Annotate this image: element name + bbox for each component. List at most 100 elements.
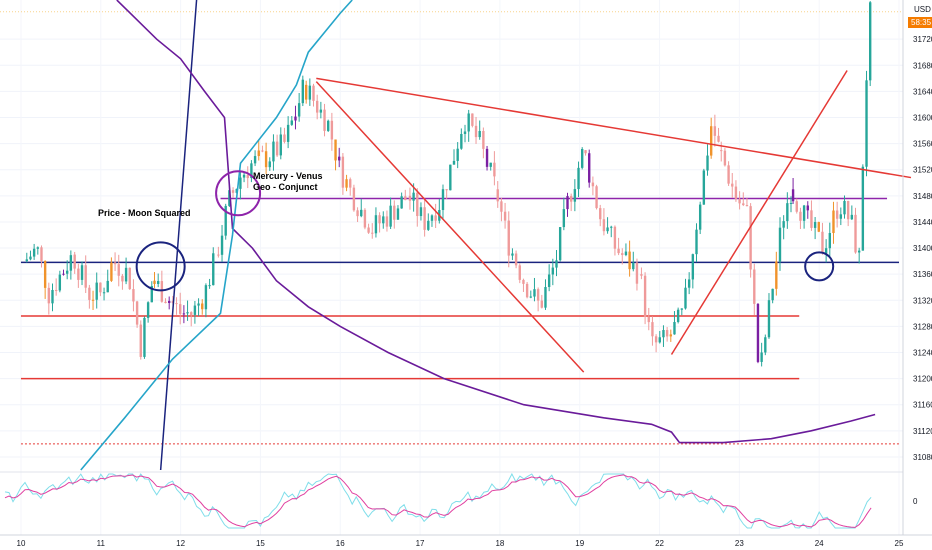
- time-tick-label: 23: [735, 539, 744, 548]
- candle-body: [360, 209, 363, 217]
- candle-body: [782, 221, 785, 228]
- candle-body: [150, 286, 153, 303]
- price-tick-label: 31400: [913, 244, 932, 253]
- candle-body: [356, 210, 359, 217]
- candle-body: [208, 285, 211, 287]
- candle-body: [186, 312, 189, 314]
- candle-body: [547, 274, 551, 288]
- candle-body: [91, 299, 95, 301]
- candle-body: [606, 227, 609, 232]
- time-tick-label: 17: [416, 539, 425, 548]
- candle-body: [544, 287, 547, 308]
- candle-body: [720, 150, 723, 152]
- candle-body: [643, 275, 647, 317]
- candle-body: [463, 131, 467, 134]
- candle-body: [124, 267, 128, 282]
- candle-body: [478, 130, 481, 138]
- candle-body: [536, 289, 540, 301]
- candle-body: [404, 196, 407, 201]
- candle-body: [132, 289, 135, 302]
- candle-body: [551, 267, 555, 275]
- candle-body: [95, 282, 98, 300]
- candle-body: [246, 174, 249, 179]
- price-axis: 31720 31680 31640 31600 31560 31520 31480 31440…: [902, 0, 932, 535]
- candle-body: [555, 260, 558, 268]
- candle-body: [584, 150, 587, 154]
- candle-body: [312, 85, 315, 101]
- candle-body: [110, 262, 113, 281]
- candle-body: [591, 182, 595, 187]
- price-tick-label: 31360: [913, 270, 932, 279]
- candle-body: [319, 109, 323, 113]
- candle-body: [25, 259, 28, 262]
- candle-body: [231, 190, 235, 193]
- candle-body: [452, 160, 456, 165]
- candle-body: [228, 190, 231, 206]
- candle-body: [128, 267, 131, 290]
- candle-body: [828, 233, 831, 249]
- candle-body: [813, 222, 817, 228]
- price-moon-circle: [135, 241, 186, 292]
- descending-resistance: [316, 77, 912, 179]
- price-tick-label: 31320: [913, 296, 932, 305]
- candle-body: [121, 275, 124, 282]
- candle-body: [153, 280, 156, 284]
- candle-body: [40, 247, 43, 261]
- candle-body: [467, 113, 470, 132]
- candle-body: [412, 192, 415, 201]
- candle-body: [861, 166, 865, 251]
- candle-body: [602, 219, 606, 232]
- time-tick-label: 22: [655, 539, 664, 548]
- candle-body: [511, 253, 514, 256]
- candle-body: [408, 195, 412, 201]
- candle-body: [680, 308, 684, 310]
- candle-body: [29, 256, 32, 260]
- cyan-curve: [80, 0, 353, 471]
- candle-body: [832, 210, 835, 234]
- candle-body: [239, 177, 242, 189]
- candle-body: [713, 126, 717, 136]
- candle-body: [474, 125, 478, 138]
- candle-body: [102, 292, 106, 294]
- candle-body: [654, 336, 658, 343]
- candle-body: [573, 189, 577, 202]
- candle-body: [824, 248, 828, 254]
- candle-body: [168, 300, 171, 304]
- candle-body: [588, 153, 591, 183]
- candle-body: [117, 264, 120, 276]
- candle-body: [279, 134, 282, 156]
- candle-body: [489, 162, 492, 167]
- candle-body: [525, 283, 529, 298]
- candle-body: [795, 201, 798, 212]
- mercury-venus-circle: [215, 170, 262, 217]
- candle-body: [73, 254, 76, 269]
- price-tick-label: 31120: [913, 427, 932, 436]
- candle-body: [220, 235, 224, 255]
- candle-body: [562, 209, 566, 228]
- candle-body: [419, 207, 423, 217]
- candle-body: [727, 165, 730, 184]
- candle-body: [789, 203, 793, 205]
- candle-body: [500, 201, 503, 212]
- candle-body: [374, 215, 378, 234]
- candle-body: [135, 301, 139, 325]
- candle-body: [749, 206, 752, 270]
- candle-body: [396, 208, 400, 220]
- candle-body: [471, 113, 474, 126]
- horizontal-levels: [0, 11, 903, 445]
- candle-body: [352, 187, 356, 211]
- candle-body: [865, 80, 868, 167]
- candle-body: [430, 215, 434, 221]
- stoch-k-line: [4, 472, 872, 529]
- candle-body: [363, 209, 367, 228]
- candle-body: [706, 155, 709, 171]
- candle-body: [734, 186, 738, 199]
- candle-body: [268, 161, 271, 168]
- grid: [0, 0, 903, 535]
- last-price-tag: [908, 17, 932, 28]
- candle-body: [304, 84, 308, 100]
- price-tick-label: 31240: [913, 349, 932, 358]
- candle-body: [275, 141, 279, 156]
- price-tick-label: 31680: [913, 61, 932, 70]
- candle-body: [771, 288, 774, 301]
